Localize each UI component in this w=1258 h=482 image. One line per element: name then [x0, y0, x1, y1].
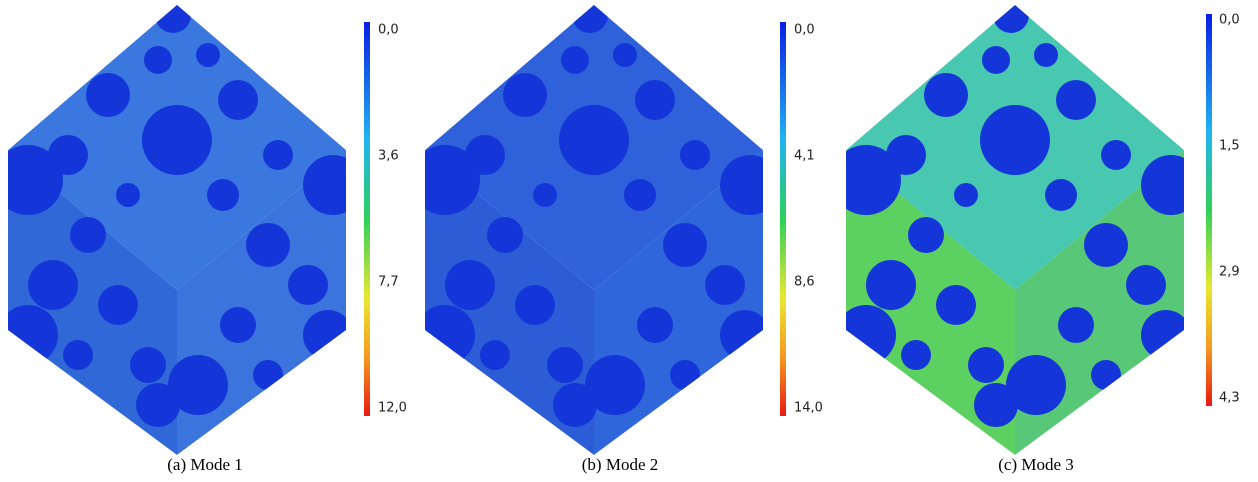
colorbar	[364, 22, 370, 416]
colorbar	[780, 22, 786, 416]
colorbar-label: 14,0	[794, 401, 823, 416]
caption: (b) Mode 2	[582, 455, 658, 474]
caption: (c) Mode 3	[998, 455, 1074, 474]
colorbar-label: 3,6	[378, 149, 399, 164]
colorbar	[1206, 14, 1212, 406]
colorbar-label: 0,0	[794, 23, 815, 38]
cube-render	[410, 0, 780, 455]
colorbar-label: 4,1	[794, 149, 815, 164]
cube-render	[831, 0, 1201, 455]
colorbar-label: 7,7	[378, 275, 399, 290]
colorbar-label: 2,9	[1219, 265, 1240, 280]
colorbar-label: 1,5	[1219, 139, 1240, 154]
colorbar-label: 8,6	[794, 275, 815, 290]
cube-render	[0, 0, 363, 455]
caption: (a) Mode 1	[167, 455, 243, 474]
colorbar-label: 0,0	[378, 23, 399, 38]
colorbar-label: 4,3	[1219, 391, 1240, 406]
colorbar-label: 0,0	[1219, 13, 1240, 28]
colorbar-label: 12,0	[378, 401, 407, 416]
